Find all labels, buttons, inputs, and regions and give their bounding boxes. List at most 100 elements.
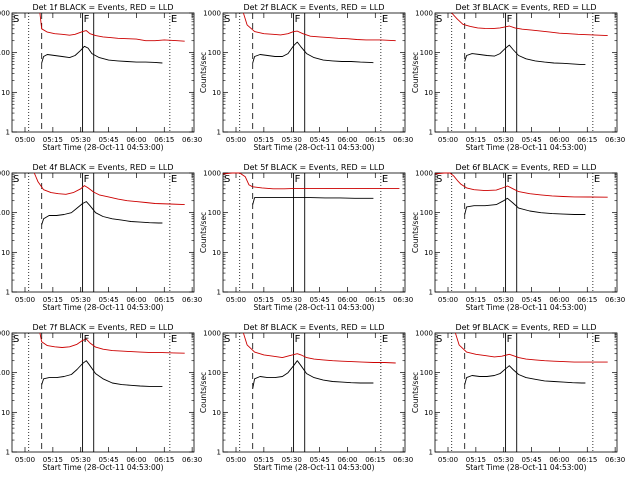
y-tick-label: 1000: [415, 330, 433, 338]
x-tick-label: 06:15: [577, 296, 597, 304]
marker-E: E: [594, 14, 600, 25]
x-tick-label: 05:15: [43, 136, 63, 144]
x-tick-label: 05:00: [226, 456, 246, 464]
marker-F: F: [84, 334, 90, 345]
x-tick-label: 05:15: [43, 296, 63, 304]
x-tick-label: 05:45: [309, 296, 329, 304]
y-tick-label: 100: [0, 209, 10, 217]
x-tick-label: 05:15: [466, 136, 486, 144]
y-tick-label: 1: [6, 289, 10, 297]
x-tick-label: 06:00: [126, 456, 146, 464]
y-tick-label: 10: [424, 409, 433, 417]
chart-panel-6: Det 6f BLACK = Events, RED = LLD 1 10 100 10…: [411, 163, 625, 312]
y-axis-label: Counts/sec: [411, 52, 420, 93]
marker-E: E: [382, 334, 388, 345]
series-events-line: [464, 365, 586, 385]
series-events-line: [252, 360, 374, 389]
x-tick-label: 05:15: [466, 296, 486, 304]
x-tick-label: 05:45: [98, 136, 118, 144]
plot-frame: [11, 172, 195, 293]
y-tick-label: 1000: [415, 10, 433, 18]
x-tick-label: 06:15: [154, 136, 174, 144]
y-tick-label: 100: [208, 49, 221, 57]
x-tick-label: 05:00: [438, 296, 458, 304]
series-lld-line: [434, 172, 608, 198]
y-tick-label: 10: [424, 89, 433, 97]
x-tick-label: 05:15: [43, 456, 63, 464]
series-lld-line: [222, 172, 400, 190]
marker-F: F: [507, 14, 513, 25]
y-tick-label: 1: [6, 129, 10, 137]
x-tick-label: 06:30: [182, 296, 202, 304]
x-tick-label: 05:45: [521, 456, 541, 464]
x-tick-label: 05:00: [226, 296, 246, 304]
marker-F: F: [84, 14, 90, 25]
x-tick-label: 05:15: [466, 456, 486, 464]
marker-E: E: [382, 14, 388, 25]
marker-F: F: [84, 174, 90, 185]
x-tick-label: 06:30: [393, 136, 413, 144]
plot-frame: [222, 172, 406, 293]
chart-panel-3: Det 3f BLACK = Events, RED = LLD 1 10 100 10…: [411, 3, 625, 152]
x-tick-label: 06:30: [182, 456, 202, 464]
series-events-line: [252, 41, 374, 64]
series-events-line: [41, 201, 163, 225]
marker-E: E: [594, 334, 600, 345]
chart-title: Det 4f BLACK = Events, RED = LLD: [32, 163, 173, 172]
y-tick-label: 10: [1, 89, 10, 97]
marker-S: S: [224, 14, 230, 25]
x-tick-label: 05:30: [494, 456, 514, 464]
marker-S: S: [436, 334, 442, 345]
x-tick-label: 05:45: [309, 456, 329, 464]
y-axis-label: Counts/sec: [199, 52, 208, 93]
x-axis-label: Start Time (28-Oct-11 04:53:00): [253, 303, 374, 312]
x-tick-label: 06:00: [549, 296, 569, 304]
x-tick-label: 05:45: [521, 136, 541, 144]
y-tick-label: 10: [424, 249, 433, 257]
marker-S: S: [224, 174, 230, 185]
x-tick-label: 06:15: [365, 456, 385, 464]
x-tick-label: 06:15: [577, 456, 597, 464]
chart-title: Det 1f BLACK = Events, RED = LLD: [32, 3, 173, 12]
plot-frame: [222, 12, 406, 133]
x-tick-label: 06:30: [182, 136, 202, 144]
y-tick-label: 1000: [203, 170, 221, 178]
x-tick-label: 05:30: [494, 136, 514, 144]
chart-panel-4: Det 4f BLACK = Events, RED = LLD 1 10 100 10…: [0, 163, 202, 312]
marker-E: E: [594, 174, 600, 185]
y-tick-label: 100: [208, 369, 221, 377]
x-tick-label: 06:30: [605, 296, 625, 304]
y-tick-label: 10: [212, 409, 221, 417]
y-tick-label: 1: [429, 449, 433, 457]
x-tick-label: 06:30: [393, 296, 413, 304]
plot-frame: [434, 172, 618, 293]
x-tick-label: 05:30: [494, 296, 514, 304]
y-tick-label: 10: [1, 409, 10, 417]
series-events-line: [41, 45, 163, 64]
x-tick-label: 05:45: [521, 296, 541, 304]
y-tick-label: 10: [212, 89, 221, 97]
x-axis-label: Start Time (28-Oct-11 04:53:00): [465, 303, 586, 312]
y-tick-label: 100: [0, 49, 10, 57]
series-events-line: [464, 44, 586, 66]
series-lld-line: [242, 12, 396, 42]
y-axis-label: Counts/sec: [411, 212, 420, 253]
x-tick-label: 06:15: [577, 136, 597, 144]
marker-F: F: [295, 14, 301, 25]
chart-panel-9: Det 9f BLACK = Events, RED = LLD 1 10 100 10…: [411, 323, 625, 472]
x-tick-label: 05:15: [254, 136, 274, 144]
y-tick-label: 1000: [0, 10, 10, 18]
series-events-line: [252, 197, 374, 205]
y-tick-label: 10: [1, 249, 10, 257]
chart-title: Det 8f BLACK = Events, RED = LLD: [243, 323, 384, 332]
y-tick-label: 1000: [203, 330, 221, 338]
x-tick-label: 06:00: [126, 296, 146, 304]
x-tick-label: 06:15: [365, 296, 385, 304]
plot-frame: [11, 12, 195, 133]
chart-panel-7: Det 7f BLACK = Events, RED = LLD 1 10 100 10…: [0, 323, 202, 472]
x-axis-label: Start Time (28-Oct-11 04:53:00): [42, 463, 163, 472]
x-tick-label: 06:00: [337, 136, 357, 144]
x-axis-label: Start Time (28-Oct-11 04:53:00): [465, 143, 586, 152]
chart-panel-5: Det 5f BLACK = Events, RED = LLD 1 10 100 10…: [199, 163, 413, 312]
series-events-line: [464, 197, 586, 215]
